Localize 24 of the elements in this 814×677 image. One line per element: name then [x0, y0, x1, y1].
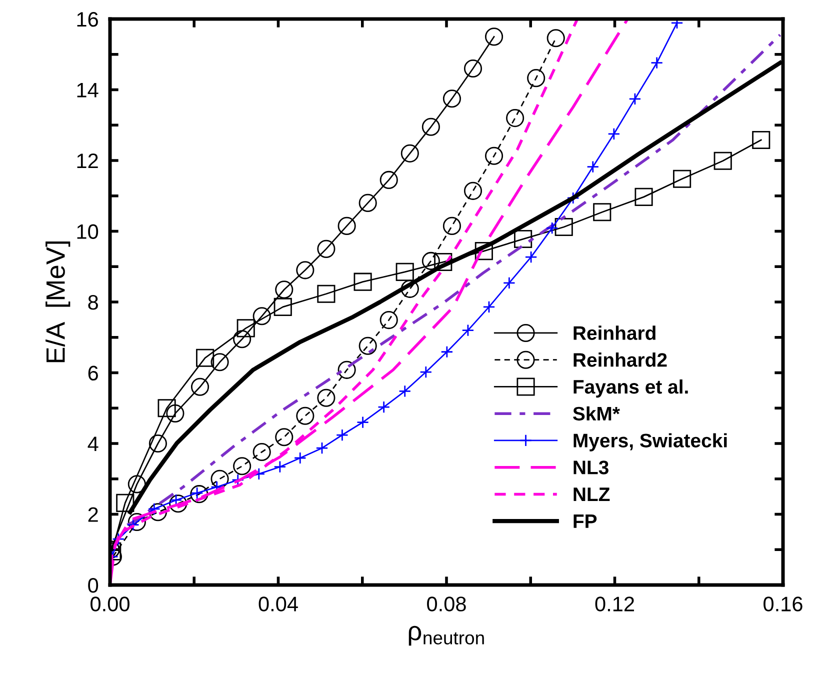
x-tick-label: 0.00 — [90, 596, 130, 612]
x-tick-label: 0.12 — [595, 596, 634, 612]
legend-label: Reinhard — [574, 326, 656, 340]
y-tick-label: 10 — [77, 224, 98, 240]
x-tick-label: 0.08 — [427, 596, 466, 612]
legend-label: Myers, Swiatecki — [574, 433, 727, 452]
y-tick-label: 4 — [88, 436, 98, 452]
x-axis-title: ρ$_{neutron}$ — [408, 626, 484, 646]
y-tick-label: 6 — [88, 366, 98, 381]
y-tick-label: 12 — [77, 154, 98, 168]
legend-label: Reinhard2 — [574, 352, 667, 367]
x-tick-label: 0.04 — [258, 596, 298, 612]
legend-label: NL3 — [574, 460, 608, 474]
y-tick-label: 14 — [77, 82, 98, 98]
y-tick-label: 0 — [88, 578, 98, 593]
legend-label: SkM* — [572, 406, 620, 421]
y-tick-label: 16 — [77, 12, 98, 27]
legend-label: Fayans et al. — [574, 379, 688, 398]
x-tick-label: 0.16 — [764, 596, 802, 612]
y-tick-label: 2 — [88, 507, 98, 522]
y-axis-title: E/A [MeV] — [46, 242, 70, 362]
y-tick-label: 8 — [88, 295, 98, 310]
legend-label: FP — [574, 514, 597, 528]
legend-label: NLZ — [574, 488, 610, 502]
